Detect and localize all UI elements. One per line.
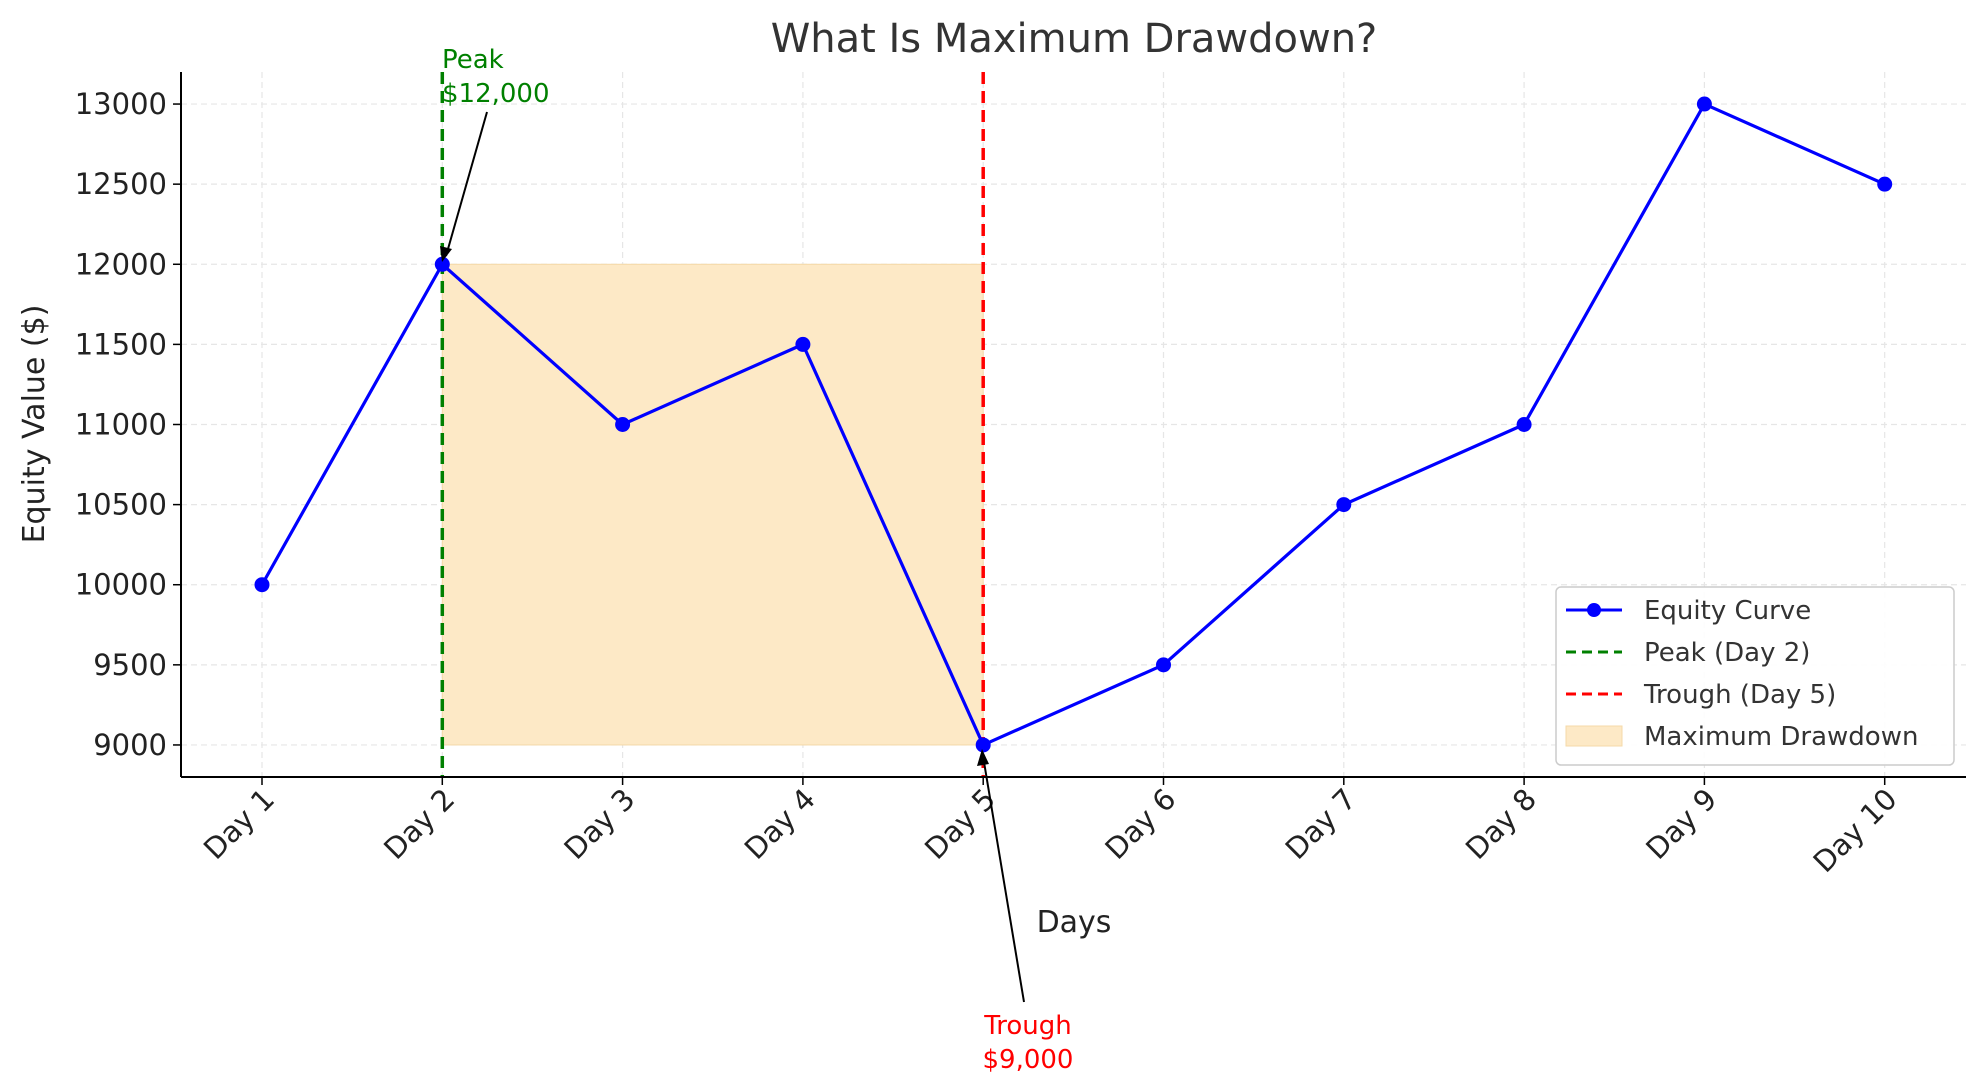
y-tick-label: 10500 [75,488,167,522]
y-tick-label: 12000 [75,247,167,281]
x-tick-labels: Day 1 Day 2 Day 3 Day 4 Day 5 Day 6 Day 7 Day 8… [197,777,1904,879]
legend: Equity Curve Peak (Day 2) Trough (Day 5)… [1555,586,1955,766]
legend-box [1555,586,1955,766]
chart-title: What Is Maximum Drawdown? [771,16,1378,62]
x-tick-label: Day 6 [1098,782,1182,866]
trough-annotation: Trough $9,000 [977,749,1073,1075]
equity-curve-line [260,102,1886,747]
x-tick-label: Day 7 [1279,782,1363,866]
data-point [1516,417,1532,432]
y-tick-label: 11500 [75,327,167,361]
trough-arrowhead [977,749,989,766]
x-tick-label: Day 4 [738,782,822,866]
trough-annotation-label: Trough [983,1011,1072,1041]
x-tick-label: Day 2 [377,782,461,866]
legend-peak-label: Peak (Day 2) [1644,638,1810,668]
data-point [1336,497,1352,513]
peak-annotation-value: $12,000 [442,79,550,109]
legend-equity-marker [1587,603,1601,617]
y-tick-labels: 9000 9500 10000 10500 11000 11500 12000 12500 13… [75,87,181,762]
peak-annotation-arrow [445,111,488,257]
peak-annotation-label: Peak [442,45,504,75]
data-point [1877,176,1893,192]
peak-annotation: Peak $12,000 [440,45,550,262]
legend-drawdown-swatch [1565,725,1623,747]
data-point [1696,96,1712,112]
y-tick-label: 9500 [93,648,167,682]
y-tick-label: 13000 [75,87,167,121]
y-tick-label: 9000 [93,728,167,762]
legend-drawdown-label: Maximum Drawdown [1644,722,1918,752]
x-tick-label: Day 9 [1639,782,1723,866]
data-point [795,336,811,352]
data-point [254,577,270,593]
y-tick-label: 10000 [75,568,167,602]
equity-curve-points [254,96,1893,753]
data-point [615,417,631,432]
data-point [434,256,450,272]
y-axis-label: Equity Value ($) [17,305,52,544]
x-tick-label: Day 1 [197,782,281,866]
data-point [1156,657,1171,673]
data-point [975,737,991,753]
trough-annotation-value: $9,000 [983,1045,1074,1075]
y-tick-label: 11000 [75,408,167,442]
legend-trough-label: Trough (Day 5) [1643,680,1836,710]
x-tick-label: Day 3 [557,782,641,866]
trough-annotation-arrow [982,755,1025,1003]
legend-equity-label: Equity Curve [1644,596,1811,626]
x-tick-label: Day 8 [1459,782,1543,866]
x-tick-label: Day 10 [1806,782,1903,879]
peak-arrowhead [440,246,452,262]
y-tick-label: 12500 [75,167,167,201]
x-axis-label: Days [1037,905,1112,940]
